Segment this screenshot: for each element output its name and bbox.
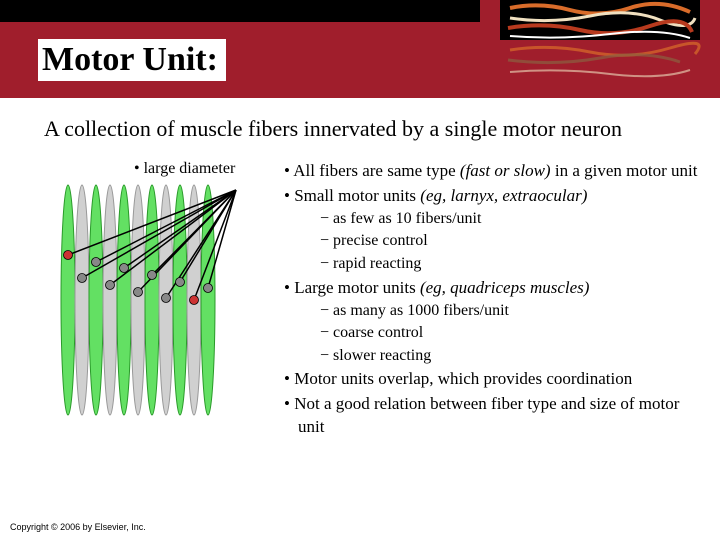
bullet-2-sub-0: as few as 10 fibers/unit [334, 208, 700, 230]
bullet-3: Large motor units (eg, quadriceps muscle… [284, 277, 700, 367]
bullet-2: Small motor units (eg, larnyx, extraocul… [284, 185, 700, 275]
bullet-1: All fibers are same type (fast or slow) … [284, 160, 700, 183]
copyright: Copyright © 2006 by Elsevier, Inc. [10, 522, 146, 532]
diagram-label: • large diameter [134, 160, 235, 178]
bullet-5: Not a good relation between fiber type a… [284, 393, 700, 439]
subtitle: A collection of muscle fibers innervated… [0, 98, 720, 142]
content-area: • large diameter [0, 142, 720, 441]
bullet-2-sub-2: rapid reacting [334, 253, 700, 275]
bullet-3-sub-1: coarse control [334, 322, 700, 344]
page-title: Motor Unit: [38, 39, 226, 81]
bullet-list: All fibers are same type (fast or slow) … [274, 160, 700, 441]
bullet-3-sub-0: as many as 1000 fibers/unit [334, 300, 700, 322]
header-texture [480, 0, 720, 98]
bullet-2-sub-1: precise control [334, 230, 700, 252]
diagram-area: • large diameter [44, 160, 274, 441]
bullet-4: Motor units overlap, which provides coor… [284, 368, 700, 391]
bullet-3-sub-2: slower reacting [334, 345, 700, 367]
header-band: Motor Unit: [0, 0, 720, 98]
muscle-fiber-diagram [44, 160, 254, 430]
